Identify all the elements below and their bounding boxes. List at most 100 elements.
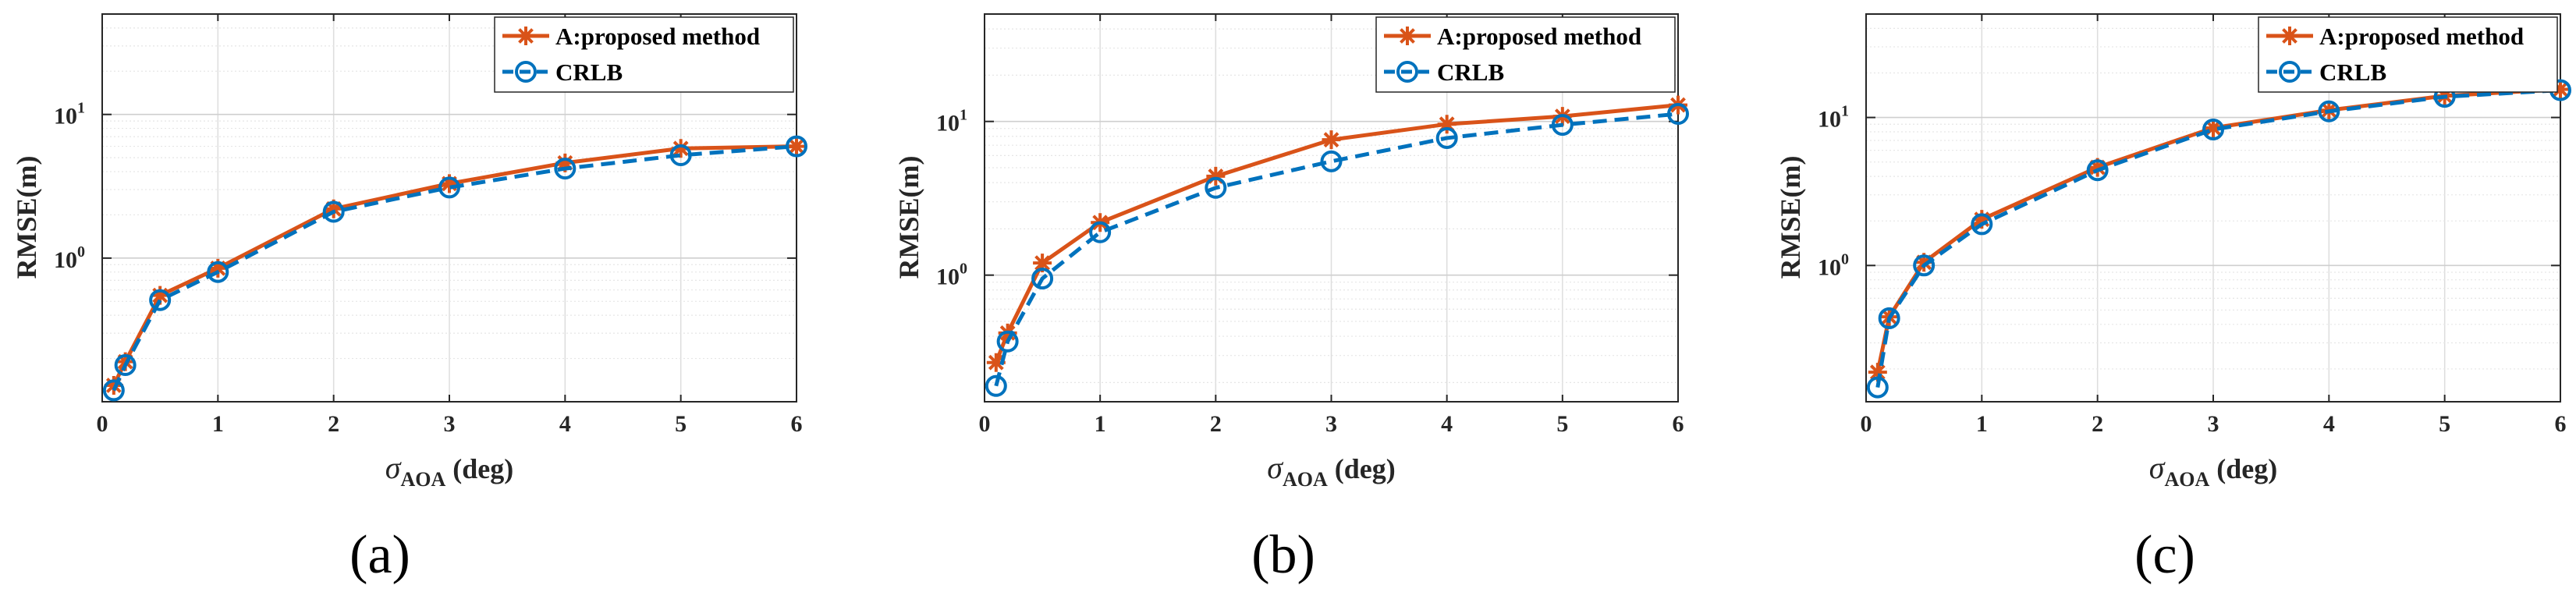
marker-proposed bbox=[787, 137, 806, 156]
marker-proposed bbox=[104, 376, 123, 395]
x-tick-label: 5 bbox=[1556, 411, 1568, 437]
x-tick-label: 5 bbox=[675, 411, 687, 437]
x-tick-label: 6 bbox=[2555, 411, 2567, 437]
marker-crlb bbox=[786, 135, 807, 158]
y-tick-label: 100 bbox=[54, 243, 85, 273]
marker-proposed bbox=[1206, 166, 1226, 186]
legend-label: A:proposed method bbox=[1437, 23, 1641, 50]
panel-b: 0 1 2 3 4 5 6 100 101 RMSE(m) σAOA (deg) A:proposed… bbox=[893, 13, 1689, 491]
marker-crlb bbox=[2086, 159, 2109, 182]
x-tick-label: 6 bbox=[791, 411, 803, 437]
legend-marker-proposed bbox=[516, 27, 535, 45]
marker-proposed bbox=[208, 258, 228, 278]
x-tick-label: 1 bbox=[1976, 411, 1988, 437]
line-crlb bbox=[112, 144, 797, 392]
panel-label-b: (b) bbox=[1251, 525, 1315, 585]
marker-crlb bbox=[996, 330, 1019, 353]
panel-c: 0 1 2 3 4 5 6 100 101 RMSE(m) σAOA (deg) A:proposed… bbox=[1775, 13, 2571, 491]
legend-box bbox=[494, 16, 794, 93]
marker-crlb bbox=[2202, 118, 2224, 140]
legend-label: A:proposed method bbox=[555, 23, 760, 50]
x-tick-label: 4 bbox=[559, 411, 571, 437]
series-crlb bbox=[1866, 79, 2571, 399]
marker-crlb bbox=[322, 200, 345, 223]
panel-label-a: (a) bbox=[349, 525, 410, 585]
legend-marker-proposed bbox=[2280, 27, 2299, 45]
x-axis-label: σAOA (deg) bbox=[1267, 450, 1396, 491]
x-tick-label: 3 bbox=[1325, 411, 1337, 437]
legend-label: A:proposed method bbox=[2319, 23, 2524, 50]
panel-label-c: (c) bbox=[2134, 525, 2195, 585]
x-tick-label: 0 bbox=[1861, 411, 1872, 437]
marker-crlb bbox=[207, 261, 229, 283]
marker-proposed bbox=[324, 199, 343, 218]
legend: A:proposed method CRLB bbox=[1375, 16, 1676, 93]
marker-crlb bbox=[1878, 307, 1900, 329]
marker-crlb bbox=[1971, 213, 1993, 236]
marker-crlb bbox=[669, 144, 692, 167]
y-axis-label: RMSE(m) bbox=[11, 156, 42, 279]
panel-a: 0 1 2 3 4 5 6 100 101 RMSE(m) σAOA (deg) A:proposed… bbox=[11, 13, 807, 491]
legend-label: CRLB bbox=[1437, 59, 1504, 86]
marker-proposed bbox=[151, 286, 170, 305]
legend-label: CRLB bbox=[555, 59, 623, 86]
y-axis-label: RMSE(m) bbox=[1775, 156, 1806, 279]
x-tick-label: 6 bbox=[1673, 411, 1684, 437]
x-tick-label: 4 bbox=[2323, 411, 2335, 437]
x-tick-label: 0 bbox=[97, 411, 108, 437]
marker-crlb bbox=[102, 379, 125, 402]
marker-proposed bbox=[1868, 363, 1887, 382]
marker-crlb bbox=[1205, 176, 1227, 199]
x-tick-label: 0 bbox=[979, 411, 991, 437]
line-crlb bbox=[994, 112, 1679, 387]
marker-proposed bbox=[2551, 80, 2570, 99]
marker-crlb bbox=[1866, 376, 1889, 399]
series-crlb bbox=[985, 102, 1689, 397]
marker-crlb bbox=[1913, 254, 1936, 277]
series-crlb bbox=[102, 135, 807, 402]
y-tick-label: 101 bbox=[936, 107, 967, 137]
marker-crlb bbox=[1320, 150, 1343, 172]
x-tick-label: 2 bbox=[1210, 411, 1222, 437]
legend: A:proposed method CRLB bbox=[2258, 16, 2558, 93]
legend-marker-proposed bbox=[1398, 27, 1417, 45]
marker-crlb bbox=[2318, 100, 2340, 122]
marker-crlb bbox=[149, 289, 172, 311]
legend-marker-crlb bbox=[515, 61, 537, 83]
x-tick-label: 4 bbox=[1441, 411, 1453, 437]
y-tick-label: 101 bbox=[1818, 103, 1849, 133]
marker-proposed bbox=[1033, 254, 1052, 273]
marker-proposed bbox=[2088, 158, 2107, 177]
y-tick-label: 101 bbox=[54, 100, 85, 129]
marker-proposed bbox=[1972, 210, 1992, 229]
marker-crlb bbox=[554, 158, 577, 180]
x-tick-label: 3 bbox=[2208, 411, 2219, 437]
y-tick-label: 100 bbox=[1818, 250, 1849, 280]
marker-crlb bbox=[1551, 114, 1574, 137]
x-tick-label: 2 bbox=[2092, 411, 2103, 437]
legend-label: CRLB bbox=[2319, 59, 2386, 86]
y-tick-label: 100 bbox=[936, 261, 967, 290]
x-axis-label: σAOA (deg) bbox=[385, 450, 514, 491]
marker-crlb bbox=[438, 176, 460, 199]
x-tick-label: 5 bbox=[2439, 411, 2450, 437]
marker-proposed bbox=[1437, 115, 1457, 134]
marker-proposed bbox=[2204, 118, 2223, 137]
marker-proposed bbox=[1322, 130, 1341, 150]
marker-proposed bbox=[671, 139, 690, 158]
x-tick-label: 2 bbox=[328, 411, 339, 437]
x-tick-label: 3 bbox=[444, 411, 456, 437]
marker-crlb bbox=[1089, 221, 1112, 243]
marker-proposed bbox=[555, 153, 575, 172]
x-axis-label: σAOA (deg) bbox=[2149, 450, 2278, 491]
legend-box bbox=[1375, 16, 1676, 93]
line-crlb bbox=[1875, 88, 2561, 388]
legend: A:proposed method CRLB bbox=[494, 16, 794, 93]
marker-crlb bbox=[1031, 268, 1054, 290]
x-tick-label: 1 bbox=[212, 411, 224, 437]
y-axis-label: RMSE(m) bbox=[893, 156, 924, 279]
marker-crlb bbox=[1667, 102, 1689, 125]
marker-proposed bbox=[1914, 253, 1934, 272]
x-tick-label: 1 bbox=[1095, 411, 1106, 437]
